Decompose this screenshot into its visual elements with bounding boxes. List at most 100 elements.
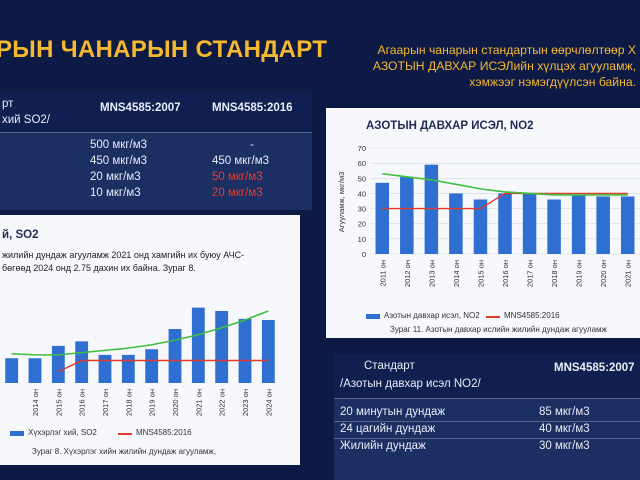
header-cell: MNS4585:2016 xyxy=(212,102,293,114)
trend-line xyxy=(382,172,628,196)
trend-line xyxy=(11,310,269,356)
divider xyxy=(334,421,640,422)
bar xyxy=(168,329,182,383)
y-axis-label: Агууламж, мкг/м3 xyxy=(337,172,346,233)
x-tick-label: 2011 он xyxy=(378,260,387,287)
table-cell: 85 мкг/м3 xyxy=(539,406,590,418)
no2-standard-table: Стандарт /Азотын давхар исэл NO2/ MNS458… xyxy=(334,354,640,480)
y-tick-label: 40 xyxy=(358,189,366,198)
table-cell: 20 минутын дундаж xyxy=(340,406,446,418)
chart-caption: Зураг 8. Хүхэрлэг хийн жилийн дундаж агу… xyxy=(32,447,216,456)
header-cell: рт xyxy=(2,98,14,110)
intro-line: АЗОТЫН ДАВХАР ИСЭЛийн хүлцэх агууламж, xyxy=(372,59,636,73)
divider xyxy=(334,438,640,439)
bar xyxy=(145,349,159,383)
bar xyxy=(121,354,135,383)
x-tick-label: 2022 он xyxy=(218,389,227,416)
bar xyxy=(596,196,610,254)
y-tick-label: 60 xyxy=(358,159,366,168)
x-tick-label: 2018 он xyxy=(124,389,133,416)
table-cell: 40 мкг/м3 xyxy=(539,423,590,435)
x-tick-label: 2024 он xyxy=(264,389,273,416)
x-tick-label: 2014 он xyxy=(452,260,461,287)
page-title: РЫН ЧАНАРЫН СТАНДАРТ xyxy=(0,36,328,63)
x-tick-label: 2020 он xyxy=(171,389,180,416)
x-tick-label: 2018 он xyxy=(550,260,559,287)
so2-chart: 2014 он 2015 он 2016 он 2017 он 2018 он 2019 … xyxy=(5,307,275,416)
x-tick-label: 2017 он xyxy=(526,260,535,287)
bar xyxy=(424,164,439,254)
bar xyxy=(51,345,65,383)
so2-chart-panel: й, SO2 жилийн дундаж агууламж 2021 онд х… xyxy=(0,215,300,465)
chart-title: АЗОТЫН ДАВХАР ИСЭЛ, NO2 xyxy=(366,120,534,132)
bar xyxy=(400,176,414,254)
x-tick-label: 2017 он xyxy=(101,389,110,416)
bar xyxy=(5,358,19,383)
standard-line xyxy=(382,192,628,210)
header-cell: MNS4585:2007 xyxy=(100,102,181,114)
bar xyxy=(191,307,205,383)
y-tick-label: 20 xyxy=(358,220,366,229)
y-tick-label: 0 xyxy=(362,250,366,259)
chart-title: й, SO2 xyxy=(2,229,39,241)
y-tick-label: 70 xyxy=(358,144,366,153)
table-cell: 450 мкг/м3 xyxy=(212,155,270,167)
x-tick-label: 2015 он xyxy=(476,260,485,287)
bar xyxy=(620,196,635,254)
bar xyxy=(449,193,463,254)
no2-chart: 0 10 20 30 40 50 60 70 2011 он 2012 он 2013 он 2014… xyxy=(337,144,640,287)
legend-label: Хүхэрлэг хий, SO2 xyxy=(28,428,97,437)
x-tick-label: 2020 он xyxy=(599,260,608,287)
x-tick-label: 2021 он xyxy=(194,389,203,416)
table-cell: 10 мкг/м3 xyxy=(90,187,141,199)
table-header xyxy=(0,92,312,132)
legend-swatch-line xyxy=(486,316,500,318)
chart-description-line: бөгөөд 2024 онд 2.75 дахин их байна. Зур… xyxy=(2,263,196,273)
bar xyxy=(547,199,561,254)
y-tick-label: 30 xyxy=(358,205,366,214)
intro-line: Агаарын чанарын стандартын өөрчлөлтөөр Х xyxy=(377,43,636,57)
no2-chart-panel: АЗОТЫН ДАВХАР ИСЭЛ, NO2 0 10 20 30 40 50 60 70 2… xyxy=(326,108,640,338)
table-cell: 500 мкг/м3 xyxy=(90,139,148,151)
divider xyxy=(334,398,640,399)
table-cell: 50 мкг/м3 xyxy=(212,171,263,183)
table-header xyxy=(334,354,640,398)
x-tick-label: 2014 он xyxy=(31,389,40,416)
bar xyxy=(571,194,586,254)
header-cell: MNS4585:2007 xyxy=(554,362,635,374)
table-cell: 20 мкг/м3 xyxy=(90,171,141,183)
legend-swatch-bar xyxy=(10,431,24,436)
table-cell: 20 мкг/м3 xyxy=(212,187,263,199)
x-tick-label: 2015 он xyxy=(54,389,63,416)
x-tick-label: 2019 он xyxy=(148,389,157,416)
table-cell: 30 мкг/м3 xyxy=(539,440,590,452)
chart-description-line: жилийн дундаж агууламж 2021 онд хамгийн … xyxy=(2,250,245,260)
bar xyxy=(238,318,252,383)
x-tick-label: 2013 он xyxy=(427,260,436,287)
legend-swatch-line xyxy=(118,433,132,435)
so2-standard-table: рт хий SO2/ MNS4585:2007 MNS4585:2016 50… xyxy=(0,92,312,210)
bar xyxy=(375,182,390,254)
intro-line: хэмжээг нэмэгдүүлсэн байна. xyxy=(469,75,636,89)
divider xyxy=(0,132,312,133)
legend-label: MNS4585:2016 xyxy=(504,311,560,320)
bar xyxy=(98,354,112,383)
table-cell: 450 мкг/м3 xyxy=(90,155,148,167)
table-cell: - xyxy=(250,139,254,151)
chart-caption: Зураг 11. Азотын давхар ислийн жилийн ду… xyxy=(390,325,607,334)
bar xyxy=(28,358,42,383)
x-tick-label: 2019 он xyxy=(575,260,584,287)
legend-swatch-bar xyxy=(366,314,380,319)
bar xyxy=(261,320,275,383)
bar xyxy=(522,193,537,254)
legend-label: MNS4585:2016 xyxy=(136,428,192,437)
x-tick-label: 2023 он xyxy=(241,389,250,416)
x-tick-label: 2012 он xyxy=(403,260,412,287)
y-tick-label: 10 xyxy=(358,235,366,244)
bar xyxy=(215,311,229,383)
x-tick-label: 2016 он xyxy=(78,389,87,416)
header-cell: Стандарт xyxy=(364,360,415,372)
header-cell: хий SO2/ xyxy=(2,114,50,126)
standard-line xyxy=(58,359,269,373)
x-tick-label: 2016 он xyxy=(501,260,510,287)
